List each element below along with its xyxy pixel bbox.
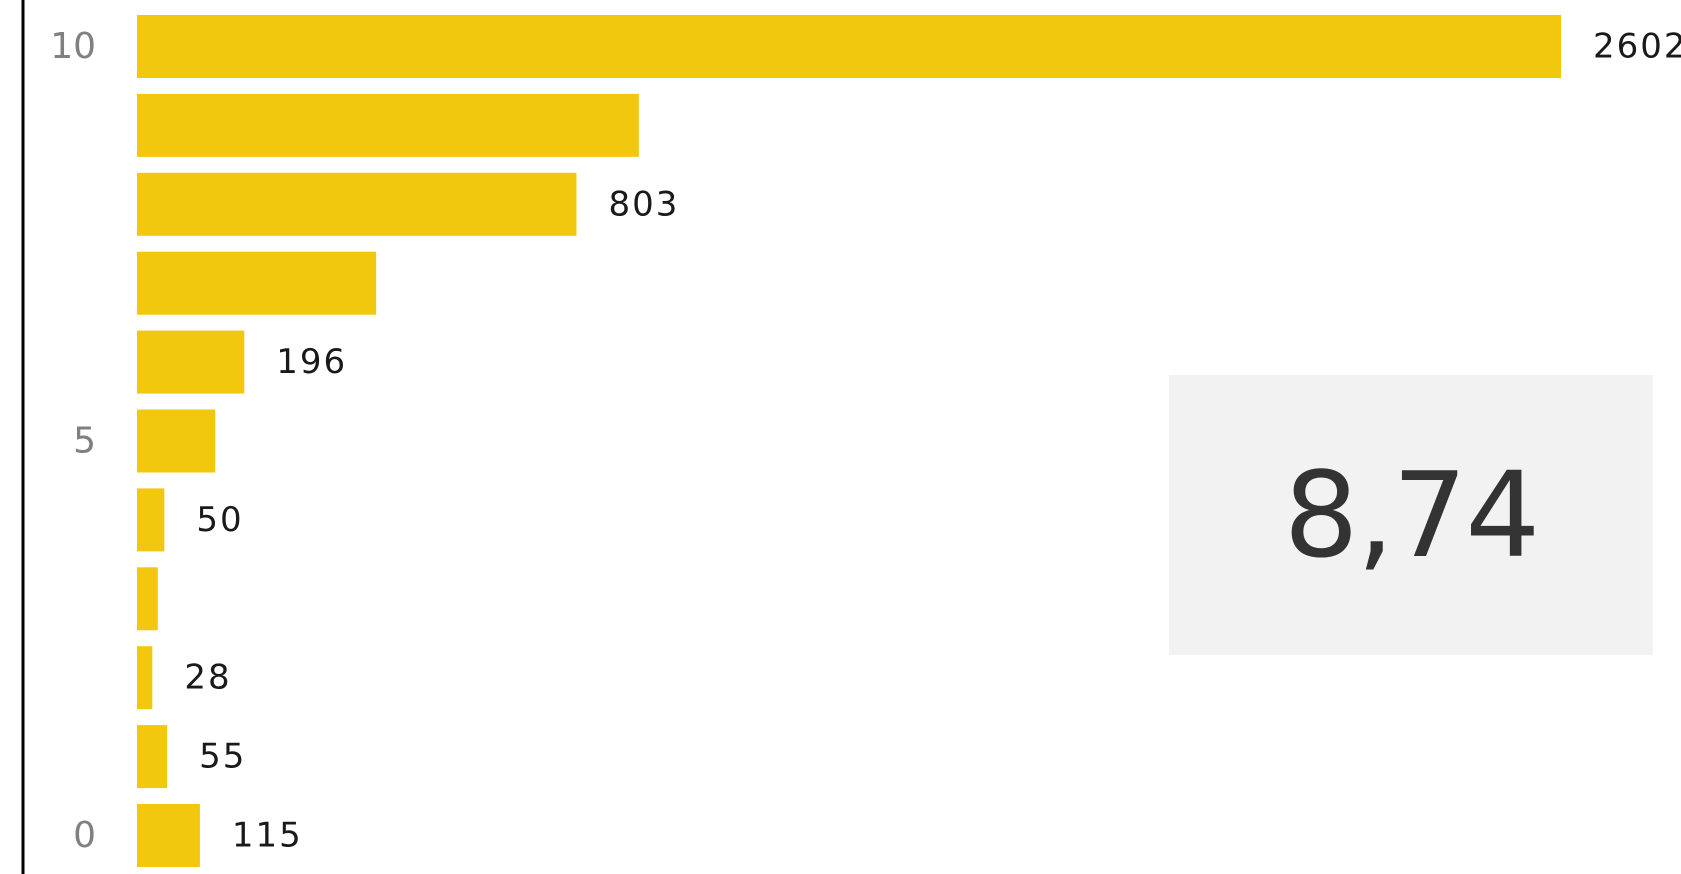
- data-label-10: 2602: [1593, 27, 1681, 67]
- data-label-6: 196: [276, 342, 347, 382]
- data-label-2: 28: [184, 658, 231, 698]
- data-label-4: 50: [196, 500, 243, 540]
- data-label-1: 55: [199, 737, 246, 777]
- y-tick-label-5: 5: [73, 421, 96, 462]
- data-labels: 2602 803 196 50 28 55 115: [184, 27, 1681, 856]
- average-kpi-card: 8,74: [1169, 375, 1653, 655]
- bar-4[interactable]: [137, 488, 165, 552]
- bar-5[interactable]: [137, 409, 216, 473]
- average-kpi-value: 8,74: [1283, 446, 1541, 584]
- data-label-0: 115: [232, 816, 303, 856]
- bar-1[interactable]: [137, 725, 168, 789]
- bars-layer: [137, 15, 1561, 867]
- y-tick-label-10: 10: [50, 26, 96, 67]
- data-label-8: 803: [608, 184, 679, 224]
- bar-0[interactable]: [137, 804, 200, 867]
- bar-6[interactable]: [137, 330, 245, 394]
- y-tick-label-0: 0: [73, 815, 96, 856]
- bar-9[interactable]: [137, 93, 639, 157]
- bar-7[interactable]: [137, 251, 377, 315]
- y-tick-labels: 10 5 0: [50, 26, 96, 856]
- bar-8[interactable]: [137, 172, 577, 236]
- bar-2[interactable]: [137, 646, 153, 710]
- bar-10[interactable]: [137, 15, 1561, 78]
- bar-3[interactable]: [137, 567, 158, 631]
